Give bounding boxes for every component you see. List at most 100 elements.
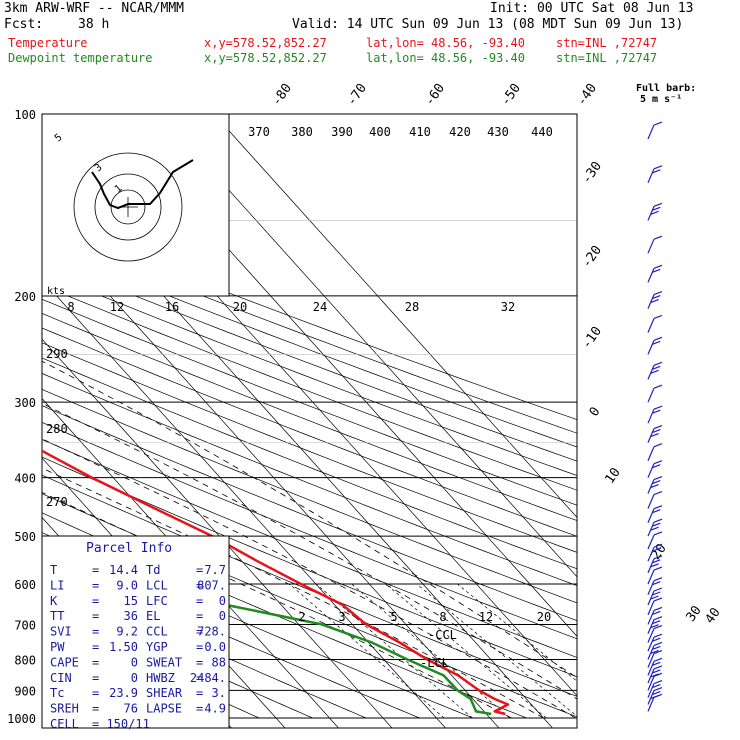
wind-barb-flag	[650, 299, 659, 304]
wind-barb-flag	[650, 526, 659, 531]
wind-barb	[647, 165, 663, 184]
wind-barb-staff	[647, 494, 655, 509]
pressure-label: 700	[14, 618, 36, 632]
hodograph-ring	[94, 173, 162, 241]
wind-barb	[647, 693, 663, 712]
wind-barb	[647, 460, 663, 478]
parcel-param-value: 0	[219, 609, 226, 623]
wind-barb	[647, 657, 663, 676]
wind-barb-flag	[653, 693, 663, 698]
isotherm-label: -80	[269, 81, 295, 109]
mixing-ratio-label: 2	[298, 610, 305, 624]
wind-barb	[647, 543, 663, 562]
isotherm-label: -50	[498, 81, 524, 109]
parcel-param-eq: =	[196, 563, 203, 577]
wind-barb-flag	[652, 169, 661, 174]
wind-barb-flag	[652, 620, 661, 625]
parcel-param-eq: =	[92, 686, 99, 700]
pressure-label: 200	[14, 290, 36, 304]
parcel-info-row: CELL = 150/11	[50, 717, 150, 731]
wind-barb-staff	[647, 365, 655, 380]
wind-barb	[647, 505, 663, 523]
parcel-info-row: SREH = 76 LAPSE = 4.9	[50, 702, 226, 716]
wind-barb	[647, 518, 663, 537]
parcel-info-row: K = 15 LFC = 0	[50, 594, 226, 608]
wind-barb-flag	[653, 202, 663, 207]
parcel-param-value: = 150/11	[92, 717, 150, 731]
wind-barb-flag	[652, 268, 661, 273]
hodograph-ring-label: 1	[113, 183, 125, 195]
wind-barb-staff	[647, 318, 655, 333]
wind-barb-flag	[653, 641, 663, 647]
ccl-label: -CCL	[428, 628, 457, 642]
temp-legend-latlon: lat,lon= 48.56, -93.40	[366, 36, 525, 50]
isotherm-label: -30	[579, 159, 605, 187]
wind-barb-staff	[647, 508, 655, 523]
wind-barb	[647, 566, 663, 585]
parcel-param-name: SWEAT	[146, 655, 182, 669]
wind-barb-flag	[650, 210, 659, 215]
dry-adiabat-line	[42, 439, 577, 658]
parcel-param-value: 7.7	[204, 563, 226, 577]
wind-barb	[647, 531, 663, 550]
wind-barb	[647, 264, 663, 283]
parcel-param-eq: =	[196, 686, 203, 700]
isotherm-label: 0	[587, 404, 604, 419]
wind-barb-flag	[653, 649, 663, 655]
wind-barb	[647, 597, 663, 616]
parcel-param-value: 88	[212, 655, 226, 669]
isotherm-line	[42, 338, 393, 728]
dry-adiabat-line	[42, 357, 577, 570]
dew-legend-latlon: lat,lon= 48.56, -93.40	[366, 51, 525, 65]
wind-barb-flag	[653, 314, 663, 320]
dry-adiabat-line	[42, 573, 367, 719]
wind-barb-flag	[653, 587, 663, 592]
parcel-param-eq: =	[92, 655, 99, 669]
speed-tick-label: 16	[165, 300, 179, 314]
parcel-info-row: T = 14.4 Td = 7.7	[50, 563, 226, 577]
mixing-ratio-label: 5	[390, 610, 397, 624]
wind-barb	[647, 314, 663, 333]
wind-barb	[647, 361, 663, 380]
dew-legend-xy: x,y=578.52,852.27	[204, 51, 327, 65]
parcel-param-name: CAPE	[50, 655, 79, 669]
wind-barb-staff	[647, 697, 655, 712]
wind-barb-staff	[647, 628, 655, 643]
wind-barb-flag	[653, 425, 663, 430]
wind-barb-flag	[652, 591, 661, 596]
wind-barb	[647, 665, 663, 684]
speed-tick-label: 12	[110, 300, 124, 314]
wind-barb-flag	[653, 531, 663, 536]
parcel-param-eq: =	[196, 609, 203, 623]
parcel-info-box	[41, 535, 230, 729]
wind-barb-flag	[650, 595, 659, 600]
mixing-ratio-label: 3	[338, 610, 345, 624]
isotherm-label: 40	[702, 605, 723, 626]
wind-barb-flag	[653, 665, 663, 670]
wind-barb-staff	[647, 569, 655, 585]
parcel-param-value: 728.	[197, 625, 226, 639]
wind-barb-staff	[647, 683, 655, 698]
mixing-ratio-label: 12	[479, 610, 493, 624]
wind-barb-flag	[653, 543, 663, 548]
wind-barb-flag	[653, 672, 663, 677]
wind-barb-flag	[652, 365, 661, 370]
full-barb-label: Full barb:	[636, 83, 697, 94]
wind-barb-flag	[653, 361, 663, 366]
wind-barb-flag	[653, 686, 663, 692]
wind-barb	[647, 672, 663, 691]
parcel-param-value: 2484.	[190, 671, 226, 685]
wind-barb-staff	[647, 645, 655, 660]
parcel-param-value: 4.9	[204, 702, 226, 716]
wind-barb	[647, 291, 663, 309]
dry-adiabat-line	[42, 373, 577, 587]
parcel-param-value: 0	[131, 655, 138, 669]
theta-e-label: 420	[449, 125, 471, 139]
parcel-param-name: CIN	[50, 671, 72, 685]
parcel-param-eq: =	[92, 702, 99, 716]
theta-e-label: 410	[409, 125, 431, 139]
parcel-param-value: 3.	[212, 686, 226, 700]
wind-barb-staff	[647, 521, 655, 537]
